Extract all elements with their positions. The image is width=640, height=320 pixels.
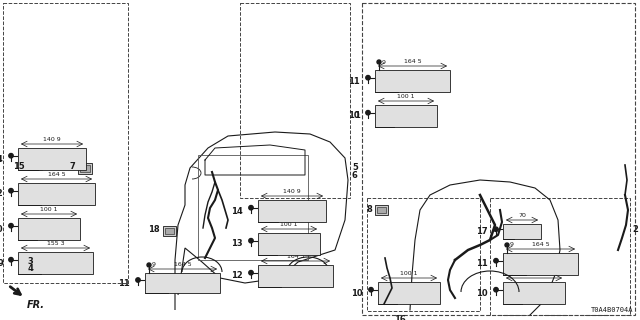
Circle shape — [136, 278, 140, 282]
Text: 16: 16 — [394, 315, 406, 320]
Text: 155 3: 155 3 — [47, 241, 64, 246]
Bar — [378, 282, 440, 304]
Bar — [490, 198, 630, 315]
Bar — [18, 183, 95, 205]
Text: 10: 10 — [0, 225, 3, 234]
Text: 3: 3 — [27, 257, 33, 266]
Text: 6: 6 — [352, 172, 358, 180]
Circle shape — [366, 110, 370, 115]
Circle shape — [9, 223, 13, 228]
Text: 17: 17 — [476, 227, 488, 236]
Bar — [375, 105, 437, 127]
Bar — [18, 218, 80, 240]
Bar — [258, 233, 320, 255]
Bar — [165, 228, 174, 234]
Circle shape — [9, 154, 13, 158]
Bar — [18, 252, 93, 274]
Bar — [258, 265, 333, 287]
Text: 12: 12 — [231, 271, 243, 281]
Bar — [36, 162, 39, 170]
Circle shape — [249, 270, 253, 275]
Bar — [78, 163, 92, 174]
Text: 14: 14 — [231, 206, 243, 215]
Bar — [163, 226, 176, 236]
Text: 140 9: 140 9 — [283, 189, 301, 194]
Text: 164 5: 164 5 — [287, 254, 304, 259]
Circle shape — [249, 238, 253, 243]
Text: 9: 9 — [152, 262, 156, 268]
Bar — [375, 70, 450, 92]
Bar — [32, 162, 35, 170]
Bar — [377, 207, 386, 213]
Text: 100 1: 100 1 — [525, 271, 543, 276]
Bar — [258, 200, 326, 222]
Circle shape — [494, 227, 498, 231]
Text: 100 1: 100 1 — [397, 94, 415, 99]
Text: 9: 9 — [0, 259, 3, 268]
Circle shape — [494, 259, 498, 263]
Bar — [240, 3, 350, 198]
Text: 164 5: 164 5 — [48, 172, 65, 177]
Text: 1: 1 — [354, 111, 360, 121]
Bar — [198, 155, 308, 260]
Circle shape — [377, 60, 381, 64]
Circle shape — [366, 76, 370, 80]
Polygon shape — [175, 132, 348, 310]
Text: 2: 2 — [632, 226, 638, 235]
Text: 11: 11 — [476, 260, 488, 268]
Text: 12: 12 — [0, 189, 3, 198]
Bar — [3, 3, 128, 283]
Text: 9: 9 — [382, 60, 386, 65]
Bar — [503, 224, 541, 239]
Bar — [503, 282, 565, 304]
Bar — [367, 198, 480, 311]
Text: 7: 7 — [70, 162, 76, 171]
Text: T0A4B0704A: T0A4B0704A — [591, 307, 633, 313]
Circle shape — [494, 287, 498, 292]
Bar — [362, 3, 635, 315]
Text: 4: 4 — [27, 264, 33, 273]
Bar — [145, 273, 220, 293]
Bar — [375, 205, 388, 215]
Text: FR.: FR. — [27, 300, 45, 310]
Text: 5: 5 — [352, 164, 358, 172]
Bar — [18, 148, 86, 170]
Text: 140 9: 140 9 — [43, 137, 61, 142]
Text: 10: 10 — [348, 111, 360, 121]
Text: 11: 11 — [348, 76, 360, 85]
Bar — [28, 162, 31, 170]
Circle shape — [9, 188, 13, 193]
Circle shape — [369, 287, 373, 292]
Text: 70: 70 — [518, 213, 526, 218]
Text: 8: 8 — [366, 205, 372, 214]
Circle shape — [505, 243, 509, 247]
Bar — [80, 165, 90, 172]
Text: 10: 10 — [351, 289, 363, 298]
Text: 164 5: 164 5 — [404, 59, 421, 64]
Circle shape — [9, 258, 13, 262]
Text: 11: 11 — [118, 278, 130, 287]
Circle shape — [147, 263, 151, 267]
Text: 100 1: 100 1 — [280, 222, 298, 227]
Text: 164 5: 164 5 — [173, 262, 191, 267]
Text: 100 1: 100 1 — [40, 207, 58, 212]
Bar — [503, 253, 578, 275]
Text: 18: 18 — [148, 225, 159, 234]
Text: 100 1: 100 1 — [400, 271, 418, 276]
Text: 14: 14 — [0, 155, 3, 164]
Text: 164 5: 164 5 — [532, 242, 549, 247]
Text: 13: 13 — [232, 239, 243, 249]
Circle shape — [249, 205, 253, 210]
Text: 15: 15 — [13, 162, 25, 171]
Text: 10: 10 — [476, 289, 488, 298]
Text: 9: 9 — [510, 243, 514, 247]
